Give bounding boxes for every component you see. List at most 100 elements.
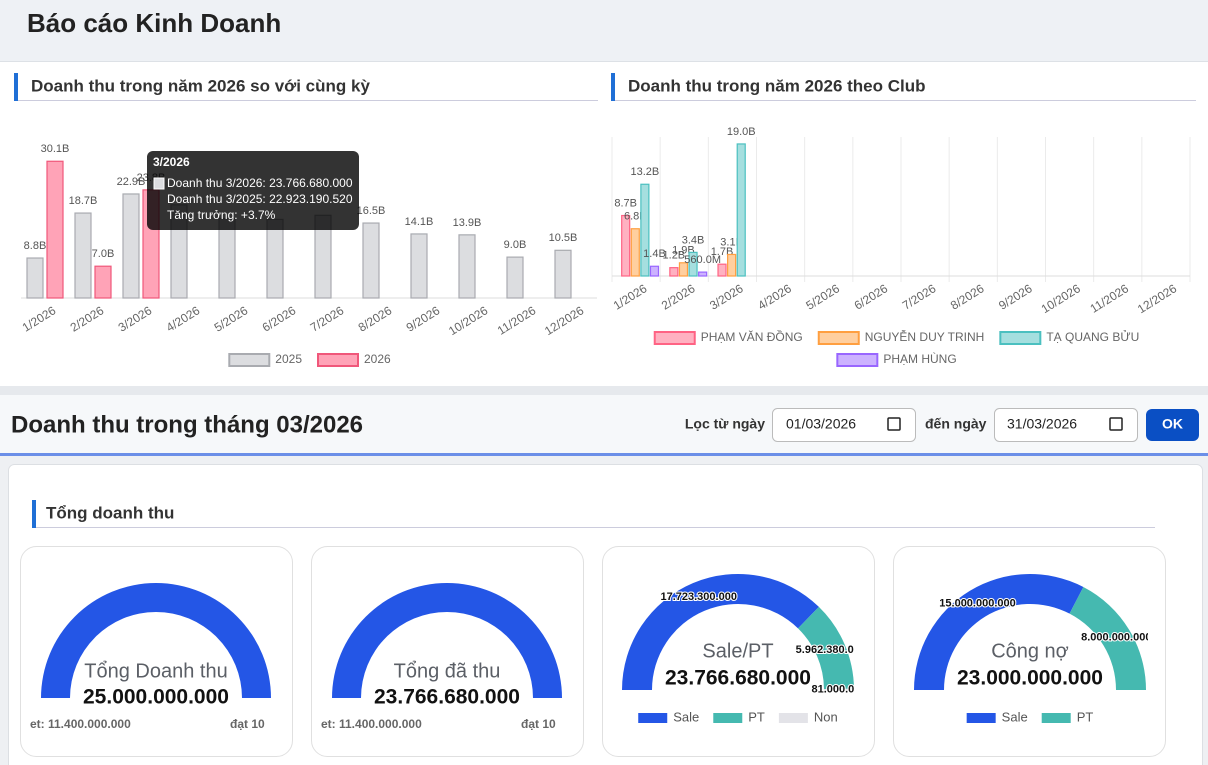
data-label: 8.8B (24, 240, 47, 252)
legend-swatch (653, 331, 696, 345)
gauge-segment (622, 574, 819, 690)
data-label: 1.2B (663, 250, 686, 262)
bar (649, 265, 660, 277)
legend-swatch (713, 713, 743, 723)
date-input[interactable] (994, 408, 1138, 442)
legend-label: NGUYỄN DUY TRINH (865, 329, 985, 344)
bar (736, 143, 746, 277)
gauge-note: et: 11.400.000.000 (321, 717, 422, 731)
bar (26, 257, 44, 299)
bar (727, 253, 737, 277)
gauge-title: Sale/PT (702, 640, 773, 662)
date-input[interactable] (772, 408, 916, 442)
legend-swatch (778, 713, 808, 723)
data-label: 9.0B (504, 239, 527, 251)
gauge-arc (332, 583, 562, 698)
gauge-note: đạt 10 (521, 717, 556, 731)
legend-swatch (966, 713, 996, 723)
filter-label: đến ngày (925, 416, 987, 432)
gauge-value: 23.766.680.000 (665, 667, 811, 690)
bar (266, 218, 284, 299)
bar (630, 228, 640, 277)
bar (688, 251, 698, 277)
data-label: 3.4B (682, 234, 705, 246)
gauge-label: 8.000.000.000 (1081, 631, 1151, 643)
gauge-note: et: 11.400.000.000 (30, 717, 131, 731)
kpi-card (311, 546, 584, 757)
gauge-title: Tổng Doanh thu (84, 660, 227, 682)
legend-label: 2025 (275, 352, 302, 366)
data-label: 13.9B (453, 217, 482, 229)
bar (46, 160, 64, 299)
gauge-title: Công nợ (991, 640, 1069, 662)
data-label: 1.9B (672, 245, 695, 257)
data-label: 22.9B (117, 176, 146, 188)
tooltip-line: Doanh thu 3/2025: 22.923.190.520 (167, 192, 353, 206)
kpi-gauge: Tổng Doanh thu 25.000.000.000 et: 11.400.0… (30, 583, 271, 731)
legend-label: PT (748, 709, 765, 724)
data-label: 14.1B (405, 216, 434, 228)
legend-label: Non (814, 709, 838, 724)
legend-label: PT (1077, 709, 1094, 724)
gauge: Công nợ 23.000.000.000 15.000.000.000 8.000… (914, 574, 1151, 690)
ok-button-label[interactable]: OK (1162, 416, 1183, 432)
data-label: 30.1B (41, 143, 70, 155)
gauge-label: 5.962.380.000 (796, 644, 866, 656)
legend-swatch (1041, 713, 1071, 723)
legend-label: Sale (673, 709, 699, 724)
gauge-arc (41, 583, 271, 698)
bar (458, 234, 476, 299)
legend-swatch (228, 353, 271, 367)
gauge-title: Tổng đã thu (394, 660, 501, 682)
legend-swatch (817, 331, 860, 345)
bar (506, 256, 524, 299)
data-label: 19.0B (727, 126, 756, 138)
tooltip-line: Doanh thu 3/2026: 23.766.680.000 (167, 176, 353, 190)
gauge-note: đạt 10 (230, 717, 265, 731)
bar (410, 233, 428, 299)
kpi-gauge: Tổng đã thu 23.766.680.000 et: 11.400.000.… (321, 583, 562, 731)
data-label: 7.0B (92, 248, 115, 260)
calendar-icon[interactable] (887, 417, 901, 431)
data-label: 560.0M (684, 254, 721, 266)
date-value[interactable]: 01/03/2026 (786, 416, 856, 432)
ok-button[interactable] (1146, 409, 1199, 441)
gauge-segment (797, 606, 854, 690)
data-label: 13.2B (631, 166, 660, 178)
card-title: Tổng doanh thu (46, 503, 174, 522)
bar (554, 249, 572, 299)
data-label: 1.4B (643, 248, 666, 260)
gauge-segment (824, 688, 854, 690)
bar (621, 214, 631, 277)
legend-label: 2026 (364, 352, 391, 366)
chart-title: Doanh thu trong năm 2026 theo Club (628, 76, 926, 95)
bar (362, 222, 380, 299)
tooltip (147, 151, 359, 230)
bar (698, 271, 708, 277)
gauge-value: 23.766.680.000 (374, 686, 520, 709)
legend-swatch (836, 353, 879, 367)
legend-swatch (638, 713, 668, 723)
gauge: Sale/PT 23.766.680.000 17.723.300.000 5.962… (622, 574, 866, 696)
date-value[interactable]: 31/03/2026 (1007, 416, 1077, 432)
tooltip-title: 3/2026 (153, 155, 190, 169)
filter-label: Lọc từ ngày (685, 416, 765, 432)
data-label: 8.7B (614, 197, 637, 209)
tooltip-line: Tăng trưởng: +3.7% (167, 208, 276, 222)
calendar-icon[interactable] (1109, 417, 1123, 431)
bar (640, 183, 650, 277)
tooltip-swatch (153, 177, 165, 190)
title-accent (32, 500, 36, 528)
legend-label: PHẠM HÙNG (883, 351, 956, 366)
section-title: Doanh thu trong tháng 03/2026 (11, 411, 363, 438)
legend-label: Sale (1002, 709, 1028, 724)
data-label: 18.7B (69, 195, 98, 207)
page-title: Báo cáo Kinh Doanh (27, 8, 281, 38)
data-label: 16.5B (357, 205, 386, 217)
bar (94, 265, 112, 299)
gauge-segment (1069, 587, 1146, 690)
divider (0, 386, 1208, 395)
gauge-value: 23.000.000.000 (957, 667, 1103, 690)
